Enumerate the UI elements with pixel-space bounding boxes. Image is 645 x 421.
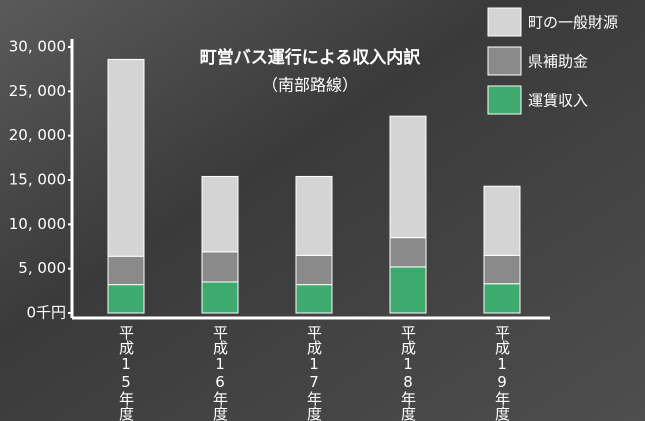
x-tick-label: 平成15年度	[117, 325, 135, 421]
bar-segment	[296, 176, 332, 255]
bar-segment	[202, 282, 238, 313]
y-tick-label: 5, 000	[18, 259, 66, 277]
y-tick-label: 15, 000	[9, 171, 66, 189]
x-tick-label: 平成16年度	[211, 325, 229, 421]
x-tick-label: 平成17年度	[305, 325, 323, 421]
bar-segment	[296, 255, 332, 284]
y-tick-label: 10, 000	[9, 215, 66, 233]
bar-segment	[484, 284, 520, 313]
legend-label: 県補助金	[528, 53, 588, 71]
legend-label: 運賃収入	[528, 92, 588, 110]
x-tick-label: 平成18年度	[399, 325, 417, 421]
bar-segment	[484, 186, 520, 255]
chart-subtitle: （南部路線）	[262, 76, 358, 95]
bar-segment	[108, 285, 144, 313]
bar-segment	[108, 256, 144, 284]
y-tick-label: 30, 000	[9, 38, 66, 56]
bar-segment	[296, 285, 332, 313]
x-tick-label: 平成19年度	[493, 325, 511, 421]
legend-label: 町の一般財源	[528, 14, 618, 32]
legend-swatch	[488, 86, 521, 114]
bar-segment	[484, 255, 520, 283]
y-tick-label: 25, 000	[9, 82, 66, 100]
y-tick-label: 0千円	[26, 304, 66, 322]
y-tick-label: 20, 000	[9, 126, 66, 144]
bar-segment	[202, 252, 238, 282]
bar-segment	[390, 267, 426, 313]
bar-segment	[108, 59, 144, 256]
chart: 町営バス運行による収入内訳 （南部路線） 0千円 5, 000 10, 000 15,…	[0, 0, 645, 421]
legend-swatch	[488, 47, 521, 75]
bar-segment	[202, 176, 238, 251]
chart-title: 町営バス運行による収入内訳	[200, 47, 421, 68]
bar-segment	[390, 116, 426, 237]
bar-segment	[390, 238, 426, 267]
legend-swatch	[488, 8, 521, 36]
